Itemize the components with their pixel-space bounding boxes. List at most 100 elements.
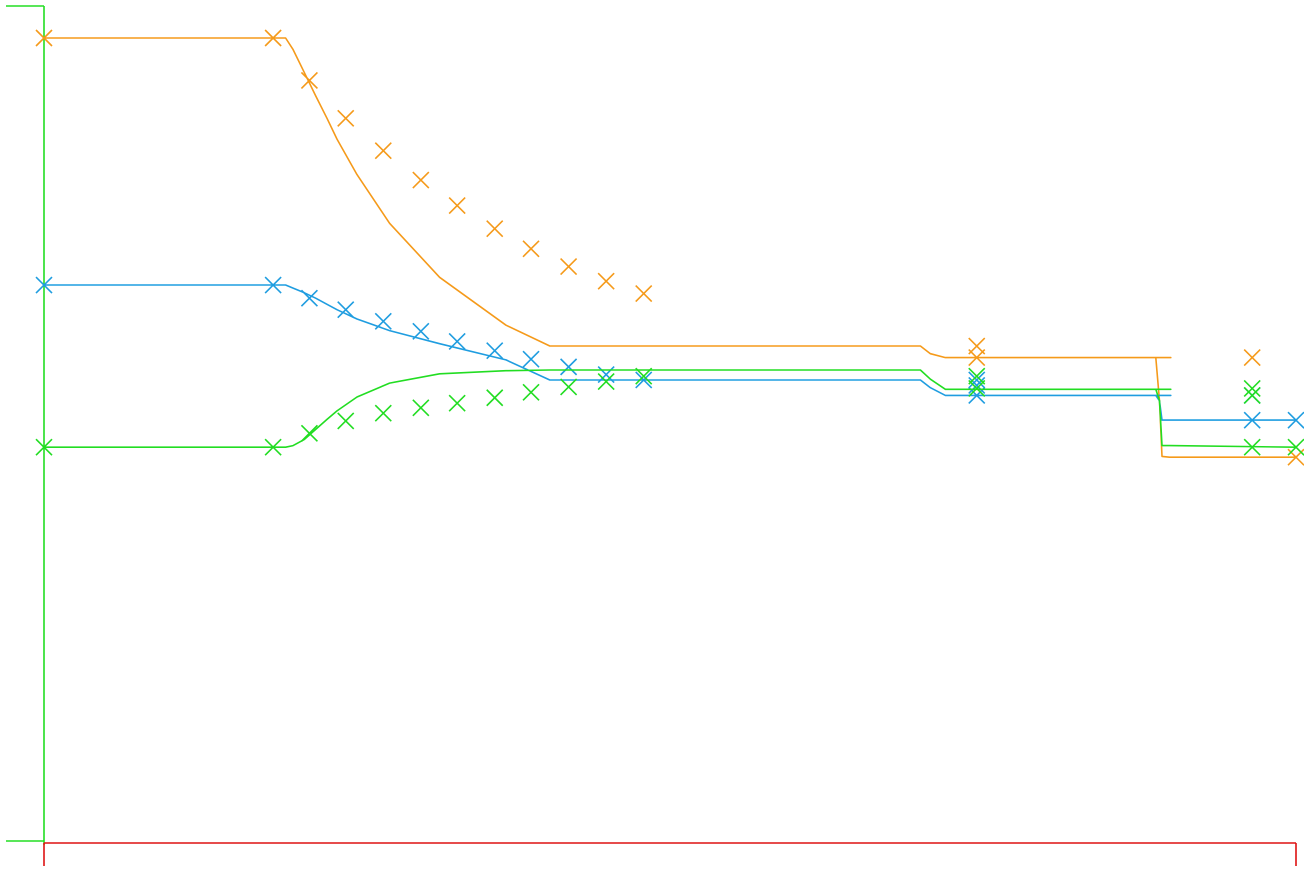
blue-marker-14 [968, 386, 986, 405]
green-series-line [44, 369, 1297, 448]
orange-marker-5 [412, 171, 430, 189]
green-marker-2 [300, 424, 318, 442]
blue-marker-stroke [968, 386, 986, 405]
blue-marker-stroke [300, 289, 318, 307]
green-marker-12 [968, 367, 986, 385]
green-marker-4 [374, 404, 392, 422]
orange-marker-3 [337, 109, 355, 127]
green-marker-stroke [560, 378, 578, 396]
green-marker-9 [560, 378, 578, 396]
blue-marker-stroke [448, 332, 466, 350]
orange-marker-stroke [448, 196, 466, 215]
orange-marker-6 [448, 196, 466, 215]
orange-marker-14 [1243, 349, 1261, 367]
green-marker-7 [486, 389, 504, 407]
green-marker-stroke [1287, 438, 1304, 456]
green-marker-stroke [968, 367, 986, 385]
orange-marker-stroke [1243, 349, 1261, 367]
green-marker-11 [635, 367, 653, 385]
blue-marker-2 [300, 289, 318, 307]
blue-marker-stroke [35, 276, 53, 294]
blue-marker-stroke [264, 276, 282, 294]
blue-marker-0 [35, 276, 53, 294]
orange-marker-8 [522, 240, 540, 258]
blue-marker-stroke [560, 358, 578, 376]
green-marker-14 [1243, 386, 1261, 405]
green-marker-stroke [337, 412, 355, 430]
green-marker-3 [337, 412, 355, 430]
green-marker-stroke [1243, 438, 1261, 456]
orange-marker-stroke [522, 240, 540, 258]
green-series [35, 367, 1304, 456]
green-marker-stroke [635, 367, 653, 385]
blue-marker-1 [264, 276, 282, 294]
orange-marker-stroke [412, 171, 430, 189]
orange-marker-2 [300, 71, 318, 90]
blue-marker-stroke [1287, 411, 1304, 429]
orange-series [35, 29, 1304, 466]
blue-marker-stroke [522, 350, 540, 368]
blue-marker-stroke [337, 301, 355, 319]
green-marker-stroke [486, 389, 504, 407]
orange-marker-stroke [374, 142, 392, 160]
orange-marker-stroke [486, 220, 504, 238]
orange-marker-stroke [35, 29, 53, 47]
orange-marker-stroke [337, 109, 355, 127]
blue-marker-4 [374, 312, 392, 330]
orange-marker-stroke [560, 257, 578, 276]
green-marker-stroke [597, 372, 615, 391]
green-marker-16 [1287, 438, 1304, 456]
green-marker-13 [968, 379, 986, 398]
blue-series-line [44, 284, 1296, 421]
blue-marker-6 [448, 332, 466, 350]
green-marker-stroke [1243, 386, 1261, 405]
green-marker-17 [1243, 438, 1261, 456]
green-marker-1 [264, 438, 282, 456]
orange-marker-4 [374, 142, 392, 160]
blue-marker-16 [1287, 411, 1304, 429]
blue-marker-17 [1243, 411, 1261, 429]
blue-marker-stroke [1243, 411, 1261, 429]
green-marker-stroke [300, 424, 318, 442]
blue-marker-9 [560, 358, 578, 376]
blue-marker-8 [522, 350, 540, 368]
orange-marker-stroke [300, 71, 318, 90]
orange-marker-0 [35, 29, 53, 47]
blue-marker-stroke [374, 312, 392, 330]
orange-marker-stroke [968, 349, 986, 367]
blue-marker-3 [337, 301, 355, 319]
orange-marker-stroke [264, 29, 282, 47]
green-marker-10 [597, 372, 615, 391]
green-marker-stroke [522, 383, 540, 401]
green-marker-stroke [264, 438, 282, 456]
blue-marker-7 [486, 342, 504, 360]
blue-marker-stroke [486, 342, 504, 360]
blue-marker-12 [968, 371, 986, 389]
orange-marker-7 [486, 220, 504, 238]
orange-series-line [44, 37, 1296, 458]
blue-marker-stroke [635, 371, 653, 389]
green-marker-stroke [448, 394, 466, 412]
green-marker-15 [1243, 379, 1261, 398]
green-marker-stroke [1243, 379, 1261, 398]
orange-marker-13 [968, 349, 986, 367]
blue-marker-5 [412, 322, 430, 340]
orange-marker-9 [560, 257, 578, 276]
green-marker-stroke [968, 379, 986, 398]
green-marker-5 [412, 399, 430, 417]
orange-marker-10 [597, 272, 615, 290]
orange-marker-11 [635, 284, 653, 303]
blue-series [35, 276, 1304, 429]
green-marker-0 [35, 438, 53, 456]
blue-marker-stroke [412, 322, 430, 340]
blue-marker-11 [635, 371, 653, 389]
orange-marker-stroke [635, 284, 653, 303]
green-marker-8 [522, 383, 540, 401]
chart-axes [6, 5, 1297, 866]
plot-area [35, 29, 1304, 466]
green-marker-stroke [412, 399, 430, 417]
orange-marker-stroke [597, 272, 615, 290]
orange-marker-1 [264, 29, 282, 47]
green-marker-stroke [374, 404, 392, 422]
